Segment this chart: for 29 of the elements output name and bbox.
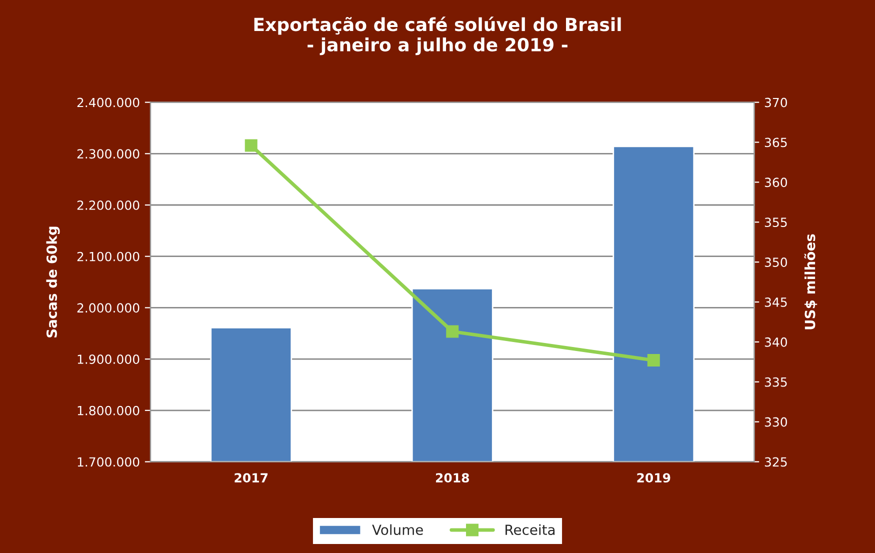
y-tick-label: 1.800.000 [78, 406, 140, 416]
point [647, 354, 660, 367]
y2-tick-label: 335 [764, 377, 787, 387]
y-axis-title: Sacas de 60kg [46, 226, 60, 338]
point [244, 139, 258, 152]
chart-title: Exportação de café solúvel do Brasil - janeiro a julho de 2019 - [254, 16, 621, 56]
y2-tick-label: 355 [764, 218, 787, 228]
x-tick-label: 2017 [234, 473, 268, 483]
y2-tick-label: 370 [764, 98, 787, 108]
y2-tick-label: 350 [764, 258, 787, 267]
y-tick-label: 1.700.000 [78, 457, 140, 467]
x-tick-label: 2019 [637, 473, 670, 483]
y-tick-label: 2.400.000 [77, 98, 140, 108]
y-tick-label: 1.900.000 [78, 354, 140, 364]
legend-label: Volume [372, 524, 423, 536]
y2-tick-label: 360 [764, 178, 787, 188]
y-tick-label: 2.100.000 [77, 252, 140, 262]
y2-axis-title: US$ milhões [804, 234, 818, 330]
y2-tick-label: 345 [764, 297, 787, 307]
y2-tick-label: 340 [764, 337, 787, 347]
y-tick-label: 2.300.000 [77, 149, 140, 159]
point [446, 325, 459, 338]
y-tick-label: 2.000.000 [77, 303, 140, 313]
y2-tick-label: 330 [764, 417, 787, 427]
y2-tick-label: 365 [764, 138, 787, 148]
y-tick-label: 2.200.000 [77, 200, 140, 210]
y2-tick-label: 325 [764, 457, 787, 467]
legend-label: Receita [506, 524, 555, 536]
x-tick-label: 2018 [436, 473, 469, 483]
